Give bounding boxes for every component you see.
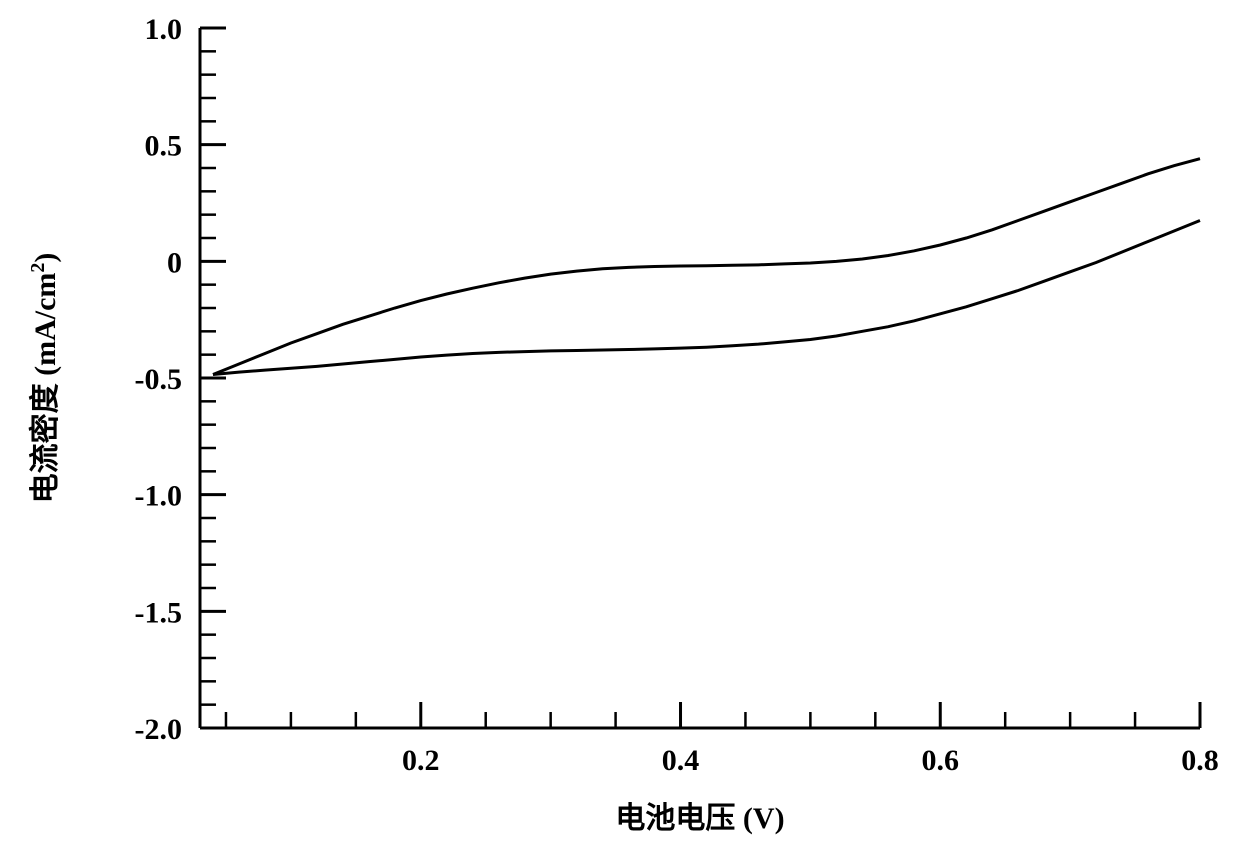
x-axis-label: 电池电压 (V) (615, 802, 784, 835)
cv-chart: -2.0 -1.5 -1.0 -0.5 0 0.5 1.0 0.2 0.4 0.6 0.8 电池电压 … (0, 0, 1240, 859)
y-axis-label: 电流密度 (mA/cm2) (27, 253, 62, 504)
y-tick-label: 0 (167, 246, 182, 279)
y-tick-label: -1.0 (135, 480, 183, 513)
y-tick-label: -2.0 (135, 713, 183, 746)
x-tick-label: 0.4 (662, 744, 700, 777)
x-tick-label: 0.2 (402, 744, 440, 777)
y-tick-label: -1.5 (135, 596, 183, 629)
y-tick-label: 1.0 (145, 13, 183, 46)
y-tick-label: 0.5 (145, 130, 183, 163)
x-tick-label: 0.8 (1181, 744, 1219, 777)
x-tick-label: 0.6 (922, 744, 960, 777)
y-tick-label: -0.5 (135, 363, 183, 396)
